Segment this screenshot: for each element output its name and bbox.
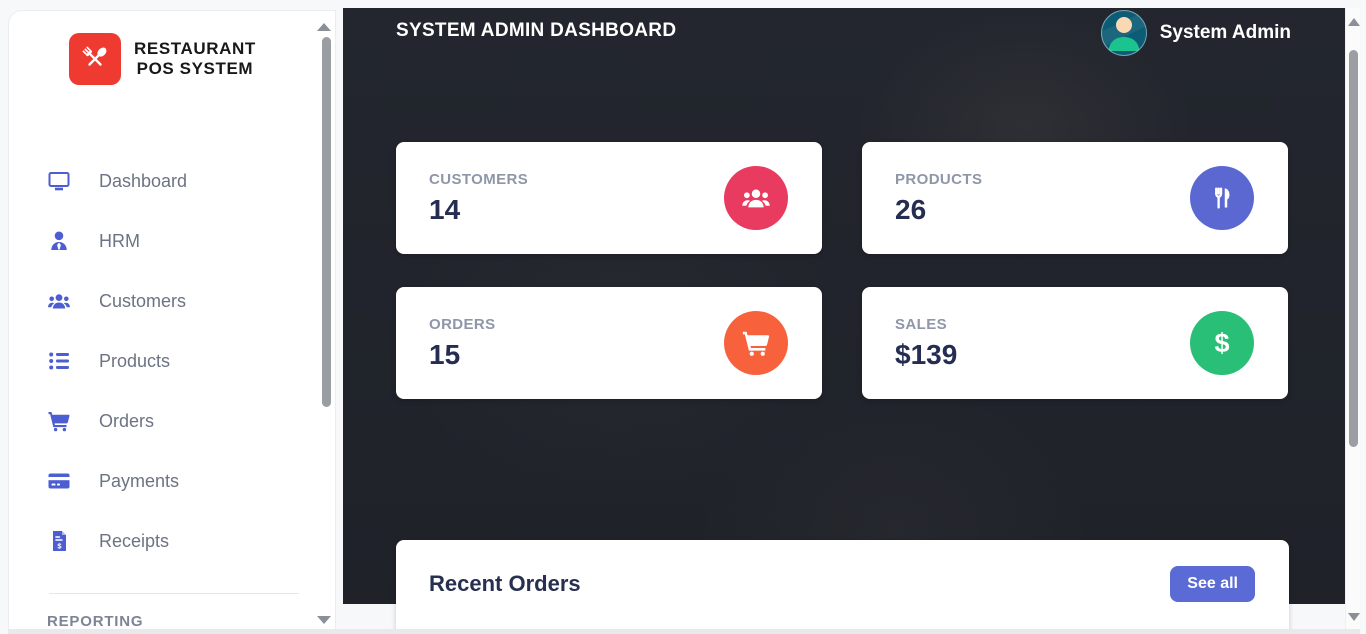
main-content: SYSTEM ADMIN DASHBOARD System Admin CUST…: [343, 8, 1345, 604]
see-all-button[interactable]: See all: [1170, 566, 1255, 602]
user-tie-icon: [45, 229, 73, 253]
sidebar: RESTAURANT POS SYSTEM Dashboard HR: [8, 10, 336, 634]
stat-card-customers[interactable]: CUSTOMERS 14: [396, 142, 822, 254]
stat-value: 26: [895, 193, 927, 225]
page-title: SYSTEM ADMIN DASHBOARD: [396, 20, 677, 41]
sidebar-item-label: HRM: [99, 230, 140, 251]
scroll-up-icon[interactable]: [1348, 18, 1360, 26]
sidebar-item-label: Customers: [99, 290, 187, 311]
stat-value: 15: [429, 338, 461, 370]
recent-orders-title: Recent Orders: [429, 571, 581, 596]
recent-orders-header: Recent Orders See all: [396, 540, 1289, 602]
cart-icon: [45, 409, 73, 433]
stat-card-products[interactable]: PRODUCTS 26: [862, 142, 1288, 254]
invoice-dollar-icon: $: [45, 529, 73, 553]
list-icon: [45, 349, 73, 373]
stat-value: 14: [429, 193, 461, 225]
dollar-icon: $: [1190, 311, 1254, 375]
sidebar-divider: [49, 593, 299, 594]
sidebar-item-label: Payments: [99, 470, 180, 491]
users-icon: [724, 166, 788, 230]
avatar: [1100, 10, 1147, 56]
user-chip[interactable]: System Admin: [1100, 10, 1291, 56]
user-name: System Admin: [1159, 22, 1291, 43]
app-logo: RESTAURANT POS SYSTEM: [69, 33, 335, 85]
desktop-icon: [45, 169, 73, 193]
credit-card-icon: [45, 469, 73, 493]
svg-text:$: $: [57, 541, 62, 550]
sidebar-item-label: Orders: [99, 410, 155, 431]
sidebar-menu: Dashboard HRM: [9, 151, 335, 571]
restaurant-logo-icon: [69, 33, 121, 85]
sidebar-scroll-down-icon[interactable]: [317, 616, 331, 624]
recent-orders-card: Recent Orders See all: [396, 540, 1289, 634]
stat-value: $139: [895, 338, 958, 370]
sidebar-scroll-up-icon[interactable]: [317, 23, 331, 31]
utensils-icon: [1190, 166, 1254, 230]
sidebar-scrollbar-thumb[interactable]: [322, 37, 331, 407]
sidebar-item-products[interactable]: Products: [9, 331, 335, 391]
stat-card-sales[interactable]: SALES $139 $: [862, 287, 1288, 399]
sidebar-section-reporting: REPORTING: [47, 613, 144, 630]
sidebar-item-receipts[interactable]: $ Receipts: [9, 511, 335, 571]
sidebar-item-dashboard[interactable]: Dashboard: [9, 151, 335, 211]
stat-label: SALES: [895, 315, 948, 333]
sidebar-item-label: Receipts: [99, 530, 170, 551]
stat-label: ORDERS: [429, 315, 496, 333]
sidebar-item-orders[interactable]: Orders: [9, 391, 335, 451]
stats-grid: CUSTOMERS 14 PRODUCTS 26: [396, 142, 1288, 399]
horizontal-scrollbar[interactable]: [8, 629, 1360, 634]
cart-icon: [724, 311, 788, 375]
users-icon: [45, 289, 73, 313]
stat-label: PRODUCTS: [895, 170, 983, 188]
sidebar-item-hrm[interactable]: HRM: [9, 211, 335, 271]
stat-label: CUSTOMERS: [429, 170, 529, 188]
sidebar-item-customers[interactable]: Customers: [9, 271, 335, 331]
app-title: RESTAURANT POS SYSTEM: [134, 38, 256, 78]
sidebar-item-label: Products: [99, 350, 171, 371]
main-scrollbar[interactable]: [1345, 8, 1360, 629]
main-scrollbar-thumb[interactable]: [1349, 50, 1358, 447]
scroll-down-icon[interactable]: [1348, 613, 1360, 621]
sidebar-item-payments[interactable]: Payments: [9, 451, 335, 511]
main-header: SYSTEM ADMIN DASHBOARD System Admin: [343, 8, 1345, 56]
sidebar-item-label: Dashboard: [99, 170, 188, 191]
stat-card-orders[interactable]: ORDERS 15: [396, 287, 822, 399]
